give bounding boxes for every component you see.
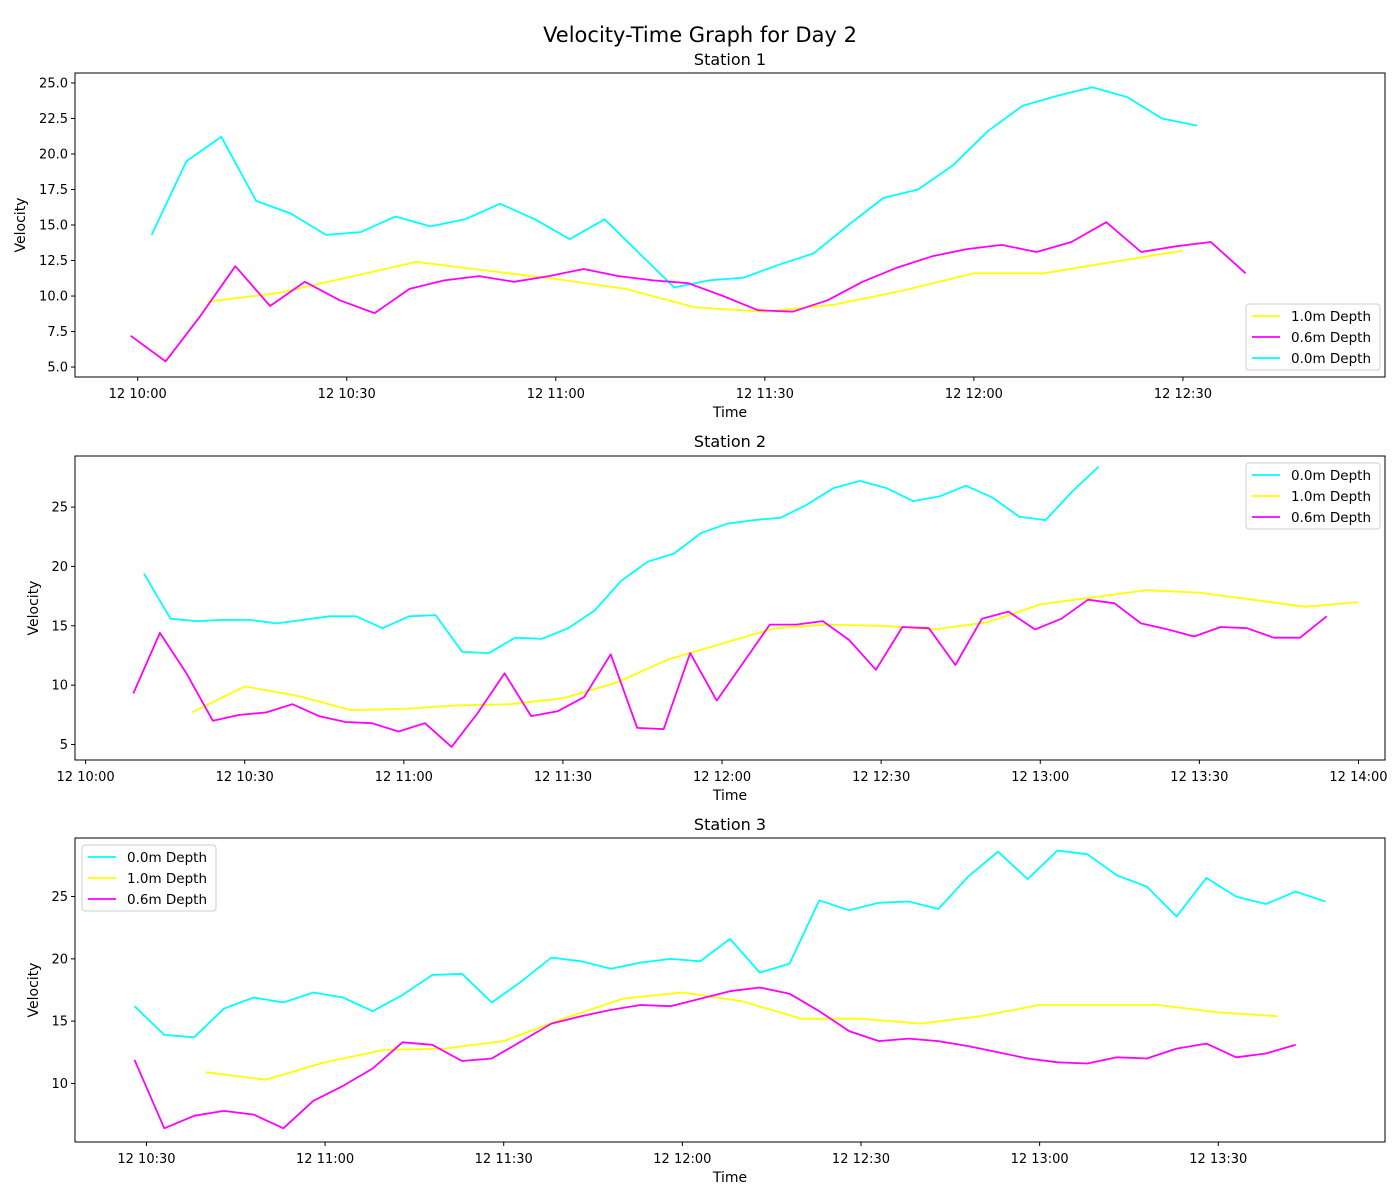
station-1-axes-frame bbox=[74, 72, 1386, 378]
station-2-xtick-label: 12 11:30 bbox=[534, 770, 592, 785]
station-3-xtick-label: 12 13:00 bbox=[1011, 1152, 1069, 1167]
station-1-legend: 1.0m Depth 0.6m Depth 0.0m Depth bbox=[1245, 303, 1381, 371]
station-3-xtick-label: 12 11:00 bbox=[296, 1152, 354, 1167]
station-2-xtick-label: 12 13:30 bbox=[1170, 770, 1228, 785]
station-3-xtick-label: 12 11:30 bbox=[475, 1152, 533, 1167]
station-2-xtick-label: 12 10:00 bbox=[57, 770, 115, 785]
station-1-xtick-label: 12 11:00 bbox=[527, 387, 585, 402]
station-2-ytick-label: 5 bbox=[60, 738, 68, 753]
station-1-series-0-6m-depth bbox=[130, 221, 1247, 363]
station-3-title: Station 3 bbox=[694, 815, 766, 834]
station-2-legend-label: 1.0m Depth bbox=[1291, 489, 1371, 505]
station-3-series-0-6m-depth bbox=[133, 986, 1296, 1130]
station-1-series-1-0m-depth bbox=[207, 249, 1184, 313]
station-3-legend-box bbox=[81, 844, 217, 912]
station-1-ytick-label: 5.0 bbox=[47, 361, 68, 376]
figure-title: Velocity-Time Graph for Day 2 bbox=[543, 23, 857, 47]
station-3-legend-label: 0.6m Depth bbox=[127, 892, 207, 908]
station-3-legend-label: 1.0m Depth bbox=[127, 871, 207, 887]
station-1-ylabel: Velocity bbox=[13, 198, 29, 253]
station-2-ytick-label: 15 bbox=[51, 619, 68, 634]
station-2-series-0-6m-depth bbox=[132, 598, 1328, 748]
station-2-xtick-label: 12 13:00 bbox=[1011, 770, 1069, 785]
station-3-legend: 0.0m Depth 1.0m Depth 0.6m Depth bbox=[81, 844, 217, 912]
station-1-ytick-label: 17.5 bbox=[39, 183, 68, 198]
station-1-xtick-label: 12 12:00 bbox=[945, 387, 1003, 402]
station-1-xtick-label: 12 10:00 bbox=[109, 387, 167, 402]
station-3-axes-frame bbox=[74, 837, 1386, 1143]
station-2-ylabel: Velocity bbox=[26, 581, 42, 636]
station-3-series-1-0m-depth bbox=[205, 991, 1278, 1081]
station-2-series-1-0m-depth bbox=[191, 589, 1359, 714]
station-3-xtick-label: 12 13:30 bbox=[1189, 1152, 1247, 1167]
station-1-legend-label: 0.0m Depth bbox=[1291, 351, 1371, 367]
station-1-panel: Station 1 Time Velocity 5.0 7.5 10.0 12.5 15… bbox=[13, 50, 1386, 421]
station-2-xtick-label: 12 12:00 bbox=[693, 770, 751, 785]
station-3-ytick-label: 25 bbox=[51, 890, 68, 905]
station-1-xtick-label: 12 12:30 bbox=[1154, 387, 1212, 402]
station-3-ylabel: Velocity bbox=[26, 963, 42, 1018]
station-1-title: Station 1 bbox=[694, 50, 766, 69]
station-1-legend-box bbox=[1245, 303, 1381, 371]
station-3-xlabel: Time bbox=[712, 1170, 747, 1186]
station-2-legend-box bbox=[1245, 462, 1381, 530]
station-2-xlabel: Time bbox=[712, 788, 747, 804]
station-3-ytick-label: 10 bbox=[51, 1077, 68, 1092]
station-2-ytick-label: 10 bbox=[51, 679, 68, 694]
station-2-axes-frame bbox=[74, 455, 1386, 761]
station-2-panel: Station 2 Time Velocity 5 10 15 20 25 12 10:0… bbox=[26, 432, 1388, 804]
station-2-xtick-label: 12 12:30 bbox=[852, 770, 910, 785]
station-2-ytick-label: 20 bbox=[51, 560, 68, 575]
station-2-xtick-label: 12 10:30 bbox=[216, 770, 274, 785]
station-1-ytick-label: 22.5 bbox=[39, 112, 68, 127]
station-3-xtick-label: 12 12:00 bbox=[653, 1152, 711, 1167]
station-3-legend-label: 0.0m Depth bbox=[127, 850, 207, 866]
station-2-title: Station 2 bbox=[694, 432, 766, 451]
station-2-legend: 0.0m Depth 1.0m Depth 0.6m Depth bbox=[1245, 462, 1381, 530]
station-2-legend-label: 0.0m Depth bbox=[1291, 468, 1371, 484]
station-1-ytick-label: 25.0 bbox=[39, 76, 68, 91]
station-3-xtick-label: 12 10:30 bbox=[117, 1152, 175, 1167]
station-1-legend-label: 1.0m Depth bbox=[1291, 309, 1371, 325]
station-1-series-0-0m-depth bbox=[150, 86, 1198, 289]
station-1-xtick-label: 12 10:30 bbox=[318, 387, 376, 402]
station-3-ytick-label: 20 bbox=[51, 952, 68, 967]
station-2-ytick-label: 25 bbox=[51, 501, 68, 516]
station-2-xtick-label: 12 14:00 bbox=[1329, 770, 1387, 785]
station-1-legend-label: 0.6m Depth bbox=[1291, 330, 1371, 346]
station-3-panel: Station 3 Time Velocity 10 15 20 25 12 10:30… bbox=[26, 815, 1386, 1186]
station-2-series-0-0m-depth bbox=[143, 466, 1100, 654]
station-1-ytick-label: 15.0 bbox=[39, 219, 68, 234]
station-1-xlabel: Time bbox=[712, 405, 747, 421]
station-1-ytick-label: 10.0 bbox=[39, 290, 68, 305]
station-3-series-0-0m-depth bbox=[133, 849, 1326, 1039]
station-2-xtick-label: 12 11:00 bbox=[375, 770, 433, 785]
station-3-xtick-label: 12 12:30 bbox=[832, 1152, 890, 1167]
station-3-ytick-label: 15 bbox=[51, 1015, 68, 1030]
station-1-ytick-label: 20.0 bbox=[39, 147, 68, 162]
station-1-ytick-label: 7.5 bbox=[47, 325, 68, 340]
station-1-xtick-label: 12 11:30 bbox=[736, 387, 794, 402]
station-2-legend-label: 0.6m Depth bbox=[1291, 510, 1371, 526]
station-1-ytick-label: 12.5 bbox=[39, 254, 68, 269]
